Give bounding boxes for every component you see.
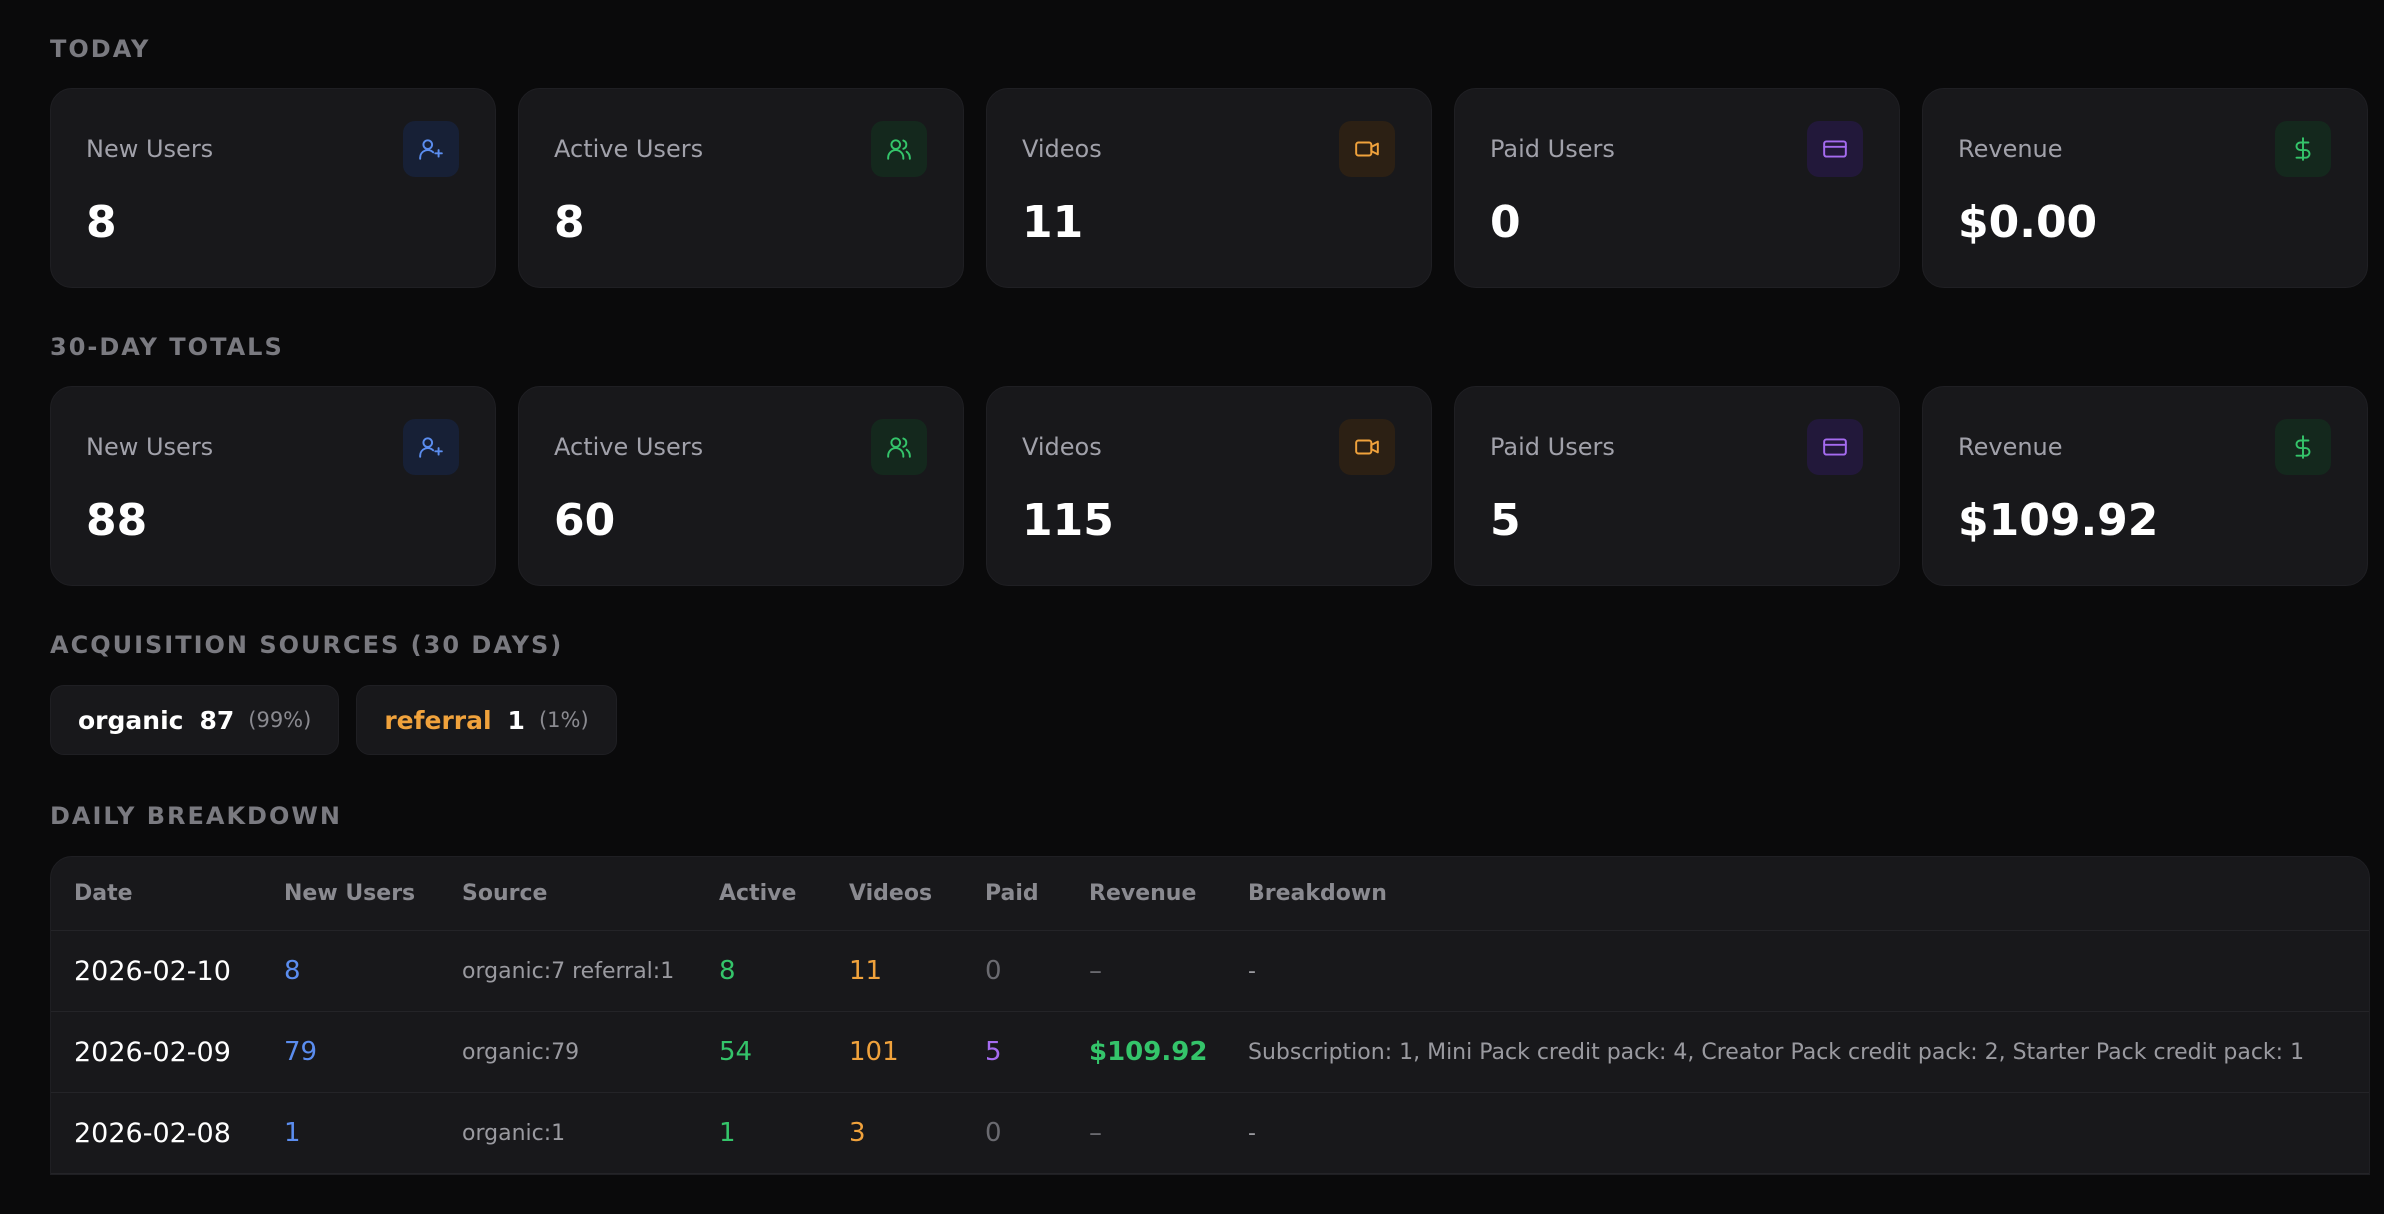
users-icon: [871, 419, 927, 475]
table-row: 2026-02-08 1 organic:1 1 3 0 – -: [51, 1092, 2369, 1174]
daily-breakdown-table: Date New Users Source Active Videos Paid…: [50, 856, 2370, 1175]
column-header-new-users: New Users: [284, 857, 462, 931]
column-header-date: Date: [51, 857, 284, 931]
row-revenue: –: [1089, 930, 1248, 1012]
row-breakdown: -: [1248, 1092, 2369, 1174]
row-videos: 3: [849, 1092, 985, 1174]
row-breakdown: -: [1248, 930, 2369, 1012]
source-chip-organic: organic 87 (99%): [50, 685, 340, 755]
today-new-users-card: New Users 8: [50, 88, 496, 288]
card-value: 60: [554, 495, 616, 546]
credit-card-icon: [1807, 419, 1863, 475]
row-active: 8: [719, 930, 849, 1012]
row-new-users: 1: [284, 1092, 462, 1174]
card-label: Active Users: [554, 135, 704, 163]
totals-active-users-card: Active Users 60: [518, 386, 964, 586]
card-value: 5: [1490, 495, 1521, 546]
today-videos-card: Videos 11: [986, 88, 1432, 288]
row-source: organic:1: [462, 1092, 719, 1174]
totals-paid-users-card: Paid Users 5: [1454, 386, 1900, 586]
source-chip-referral: referral 1 (1%): [356, 685, 617, 755]
row-date: 2026-02-09: [51, 1011, 284, 1093]
column-header-active: Active: [719, 857, 849, 931]
row-date: 2026-02-08: [51, 1092, 284, 1174]
card-value: 88: [86, 495, 148, 546]
users-icon: [871, 121, 927, 177]
row-new-users: 8: [284, 930, 462, 1012]
card-value: 0: [1490, 197, 1521, 248]
today-cards: New Users 8 Active Users 8 Videos 11 Pai…: [50, 88, 2384, 288]
row-paid: 5: [985, 1011, 1089, 1093]
daily-section-title: DAILY BREAKDOWN: [50, 802, 342, 830]
totals-section-title: 30-DAY TOTALS: [50, 333, 284, 361]
card-value: $109.92: [1958, 495, 2159, 546]
card-label: New Users: [86, 135, 214, 163]
card-value: 11: [1022, 197, 1084, 248]
card-value: $0.00: [1958, 197, 2098, 248]
row-videos: 101: [849, 1011, 985, 1093]
source-count: 1: [507, 705, 525, 735]
row-breakdown: Subscription: 1, Mini Pack credit pack: …: [1248, 1011, 2369, 1093]
card-value: 8: [86, 197, 117, 248]
user-plus-icon: [403, 419, 459, 475]
row-active: 54: [719, 1011, 849, 1093]
row-active: 1: [719, 1092, 849, 1174]
row-source: organic:79: [462, 1011, 719, 1093]
totals-cards: New Users 88 Active Users 60 Videos 115 …: [50, 386, 2384, 586]
card-value: 115: [1022, 495, 1114, 546]
row-revenue: –: [1089, 1092, 1248, 1174]
table-row: 2026-02-09 79 organic:79 54 101 5 $109.9…: [51, 1011, 2369, 1093]
acquisition-sources: organic 87 (99%) referral 1 (1%): [50, 685, 2384, 755]
credit-card-icon: [1807, 121, 1863, 177]
card-label: Paid Users: [1490, 433, 1615, 461]
user-plus-icon: [403, 121, 459, 177]
card-label: New Users: [86, 433, 214, 461]
column-header-paid: Paid: [985, 857, 1089, 931]
source-name: organic: [78, 705, 184, 735]
dollar-icon: [2275, 121, 2331, 177]
table-header-row: Date New Users Source Active Videos Paid…: [51, 857, 2369, 931]
column-header-revenue: Revenue: [1089, 857, 1248, 931]
card-label: Revenue: [1958, 135, 2063, 163]
source-percent: (99%): [248, 708, 312, 732]
card-label: Revenue: [1958, 433, 2063, 461]
video-icon: [1339, 121, 1395, 177]
column-header-breakdown: Breakdown: [1248, 857, 2369, 931]
today-paid-users-card: Paid Users 0: [1454, 88, 1900, 288]
today-revenue-card: Revenue $0.00: [1922, 88, 2368, 288]
source-count: 87: [199, 705, 235, 735]
row-paid: 0: [985, 1092, 1089, 1174]
column-header-videos: Videos: [849, 857, 985, 931]
row-new-users: 79: [284, 1011, 462, 1093]
acquisition-section-title: ACQUISITION SOURCES (30 DAYS): [50, 631, 564, 659]
row-date: 2026-02-10: [51, 930, 284, 1012]
totals-videos-card: Videos 115: [986, 386, 1432, 586]
table-row: 2026-02-10 8 organic:7 referral:1 8 11 0…: [51, 930, 2369, 1012]
row-source: organic:7 referral:1: [462, 930, 719, 1012]
totals-new-users-card: New Users 88: [50, 386, 496, 586]
row-paid: 0: [985, 930, 1089, 1012]
card-value: 8: [554, 197, 585, 248]
row-videos: 11: [849, 930, 985, 1012]
totals-revenue-card: Revenue $109.92: [1922, 386, 2368, 586]
source-name: referral: [384, 705, 492, 735]
video-icon: [1339, 419, 1395, 475]
card-label: Videos: [1022, 135, 1102, 163]
card-label: Videos: [1022, 433, 1102, 461]
column-header-source: Source: [462, 857, 719, 931]
row-revenue: $109.92: [1089, 1011, 1248, 1093]
card-label: Active Users: [554, 433, 704, 461]
source-percent: (1%): [538, 708, 589, 732]
dollar-icon: [2275, 419, 2331, 475]
today-section-title: TODAY: [50, 35, 151, 63]
card-label: Paid Users: [1490, 135, 1615, 163]
today-active-users-card: Active Users 8: [518, 88, 964, 288]
